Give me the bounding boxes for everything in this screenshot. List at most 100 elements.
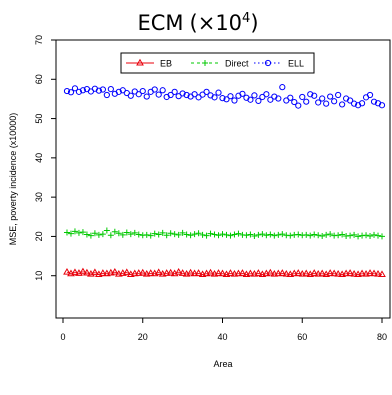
- x-tick-label: 0: [60, 332, 65, 342]
- y-tick-label: 50: [34, 114, 44, 124]
- data-point-ell: [287, 94, 294, 101]
- data-point-direct: [183, 231, 190, 238]
- data-point-eb: [99, 269, 107, 276]
- data-point-ell: [183, 91, 190, 99]
- data-point-eb: [122, 268, 131, 276]
- data-point-ell: [159, 87, 166, 94]
- data-point-direct: [279, 231, 286, 238]
- data-point-ell: [331, 98, 338, 105]
- data-point-ell: [79, 87, 87, 94]
- data-point-direct: [75, 229, 82, 236]
- x-axis: 0 20 40 60 80: [60, 318, 387, 342]
- data-point-direct: [199, 231, 206, 238]
- x-tick-label: 60: [297, 332, 307, 342]
- data-point-eb: [326, 269, 335, 276]
- data-point-ell: [107, 86, 114, 93]
- data-point-eb: [71, 268, 79, 276]
- data-point-direct: [315, 232, 322, 239]
- data-point-ell: [99, 86, 106, 93]
- x-tick-label: 20: [138, 332, 148, 342]
- data-point-direct: [215, 232, 222, 239]
- data-point-direct: [195, 230, 202, 237]
- data-point-direct: [155, 231, 162, 238]
- data-point-direct: [119, 231, 126, 238]
- data-point-direct: [123, 229, 130, 236]
- data-point-direct: [259, 231, 266, 238]
- data-point-ell: [263, 91, 270, 98]
- data-point-direct: [339, 231, 346, 238]
- data-point-ell: [358, 100, 366, 107]
- data-point-direct: [147, 232, 154, 239]
- data-point-direct: [311, 231, 318, 238]
- data-point-eb: [146, 269, 155, 276]
- data-point-direct: [87, 232, 94, 239]
- data-point-eb: [254, 269, 263, 276]
- y-axis-title: MSE, poverty incidence (x10000): [8, 113, 18, 246]
- y-tick-label: 70: [34, 35, 44, 45]
- data-point-eb: [91, 268, 99, 276]
- data-point-ell: [71, 85, 79, 92]
- series-direct: [63, 227, 385, 240]
- data-point-ell: [155, 91, 162, 98]
- data-point-ell: [139, 87, 146, 95]
- data-point-direct: [247, 231, 254, 238]
- data-point-ell: [143, 93, 150, 100]
- data-point-direct: [307, 232, 314, 239]
- legend-marker-direct: [202, 60, 208, 66]
- data-point-eb: [318, 269, 327, 277]
- data-point-ell: [239, 90, 246, 97]
- data-point-ell: [247, 96, 254, 103]
- data-point-eb: [206, 268, 215, 276]
- data-point-eb: [178, 269, 187, 276]
- data-point-eb: [334, 269, 343, 277]
- data-point-ell: [135, 91, 142, 98]
- data-point-ell: [319, 95, 326, 102]
- data-point-eb: [310, 269, 319, 276]
- data-point-ell: [67, 89, 75, 96]
- data-point-direct: [95, 231, 102, 238]
- data-point-eb: [162, 269, 171, 276]
- data-point-ell: [171, 88, 178, 95]
- data-point-ell: [275, 95, 282, 102]
- data-point-eb: [166, 268, 175, 276]
- data-point-direct: [243, 232, 250, 239]
- data-point-eb: [330, 269, 339, 277]
- data-point-ell: [311, 92, 318, 99]
- data-point-ell: [115, 88, 122, 95]
- x-tick-label: 40: [217, 332, 227, 342]
- series-ell: [63, 84, 386, 109]
- y-tick-label: 60: [34, 74, 44, 84]
- data-point-eb: [226, 269, 235, 276]
- data-point-ell: [75, 88, 83, 95]
- data-point-ell: [366, 91, 374, 99]
- data-point-direct: [127, 231, 134, 238]
- data-point-direct: [335, 232, 342, 239]
- data-point-direct: [179, 229, 186, 236]
- data-point-eb: [358, 269, 366, 277]
- data-point-ell: [227, 93, 234, 100]
- data-point-direct: [91, 230, 98, 237]
- data-point-direct: [375, 232, 382, 239]
- legend-marker-ell: [264, 59, 272, 67]
- data-point-direct: [363, 232, 370, 239]
- data-point-direct: [175, 231, 182, 238]
- data-point-direct: [327, 231, 334, 238]
- data-point-direct: [231, 231, 238, 238]
- data-point-direct: [111, 228, 118, 235]
- data-point-eb: [134, 269, 143, 276]
- data-point-direct: [319, 233, 326, 240]
- data-point-direct: [255, 231, 262, 238]
- data-point-eb: [234, 269, 243, 277]
- data-point-eb: [294, 269, 303, 276]
- data-point-eb: [218, 269, 227, 277]
- data-point-direct: [115, 230, 122, 237]
- data-point-eb: [302, 269, 311, 277]
- data-point-ell: [370, 98, 378, 105]
- data-point-ell: [378, 102, 386, 109]
- data-point-eb: [266, 268, 275, 276]
- data-point-ell: [339, 101, 346, 108]
- data-point-eb: [366, 269, 374, 276]
- data-point-direct: [235, 230, 242, 237]
- data-point-eb: [270, 269, 279, 277]
